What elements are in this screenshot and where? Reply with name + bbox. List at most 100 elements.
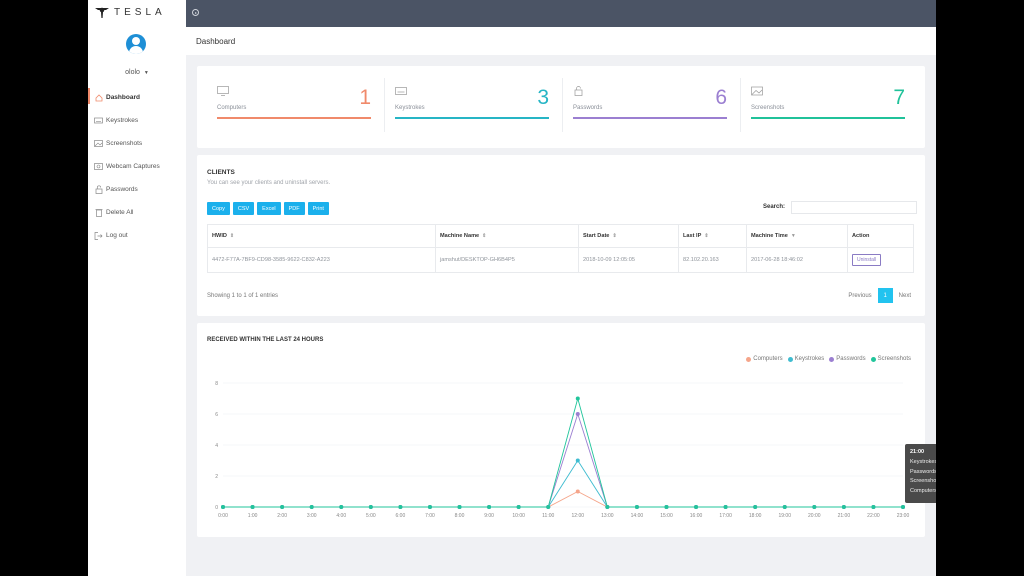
data-point-screenshots [309,505,314,509]
x-tick-label: 16:00 [690,513,703,519]
line-chart[interactable]: 0 2 4 6 8 0:00 1:00 2:00 3:00 4:00 5:00 6:00 7:00 8:0… [197,373,925,537]
sidebar-item-label: Keystrokes [106,117,139,124]
logout-icon [94,231,103,240]
legend-screenshots[interactable]: Screenshots [870,356,911,362]
data-point-keystrokes [575,458,580,463]
data-point-screenshots [487,505,492,509]
legend-passwords[interactable]: Passwords [829,356,866,362]
next-page-button[interactable]: Next [898,292,911,299]
excel-button[interactable]: Excel [257,202,281,215]
col-machine-name[interactable]: Machine Name ⇕ [435,224,579,248]
stat-computers: Computers 1 [217,86,371,122]
sidebar-item-webcam-captures[interactable]: Webcam Captures [88,155,186,178]
sidebar-item-label: Webcam Captures [106,163,160,170]
copy-button[interactable]: Copy [207,202,230,215]
sidebar-item-screenshots[interactable]: Screenshots [88,132,186,155]
legend-computers[interactable]: Computers [746,356,783,362]
image-icon [94,139,103,148]
data-point-screenshots [221,505,225,509]
legend-keystrokes[interactable]: Keystrokes [787,356,824,362]
activity-chart-card: RECEIVED WITHIN THE LAST 24 HOURS Comput… [197,323,936,537]
data-point-screenshots [753,505,758,509]
brand-name: TESLA [114,6,166,18]
stat-bar [395,117,549,119]
prev-page-button[interactable]: Previous [848,292,872,299]
stat-screenshots: Screenshots 7 [751,86,905,122]
brand[interactable]: TESLA [94,5,166,19]
data-point-screenshots [634,505,639,509]
x-tick-label: 8:00 [455,513,465,519]
search-input[interactable] [791,201,917,214]
lock-icon [573,86,585,96]
data-point-screenshots [546,505,551,509]
x-tick-label: 12:00 [572,513,585,519]
col-machine-time[interactable]: Machine Time ▼ [746,224,848,248]
chart-tooltip: 21:00 Keystrokes: 0 Passwords: 0 Screens… [905,444,936,503]
x-tick-label: 6:00 [396,513,406,519]
sidebar-menu: Dashboard Keystrokes Screenshots Webcam … [88,86,186,247]
x-tick-label: 7:00 [425,513,435,519]
csv-button[interactable]: CSV [232,202,255,215]
stat-bar [751,117,905,119]
data-point-screenshots [901,505,905,509]
keyboard-icon [395,86,407,96]
stat-label: Screenshots [751,105,785,111]
x-tick-label: 2:00 [277,513,287,519]
tooltip-line: Screenshots: 0 [910,478,936,485]
sidebar-item-log-out[interactable]: Log out [88,224,186,247]
stat-keystrokes: Keystrokes 3 [395,86,549,122]
avatar[interactable] [126,34,146,54]
data-point-screenshots [516,505,521,509]
x-tick-label: 14:00 [631,513,644,519]
x-tick-label: 5:00 [366,513,376,519]
export-buttons: Copy CSV Excel PDF Print [207,202,329,215]
clients-card: CLIENTS You can see your clients and uni… [197,155,925,316]
sidebar-item-keystrokes[interactable]: Keystrokes [88,109,186,132]
tesla-logo-icon [95,7,109,18]
user-menu[interactable]: ololo ▼ [88,69,186,76]
data-point-screenshots [457,505,462,509]
x-tick-label: 18:00 [749,513,762,519]
cell-hwid: 4472-F77A-7BF9-CD98-3585-9622-C832-A223 [207,247,436,273]
sidebar-item-dashboard[interactable]: Dashboard [88,86,186,109]
sort-icon: ⇕ [229,233,235,239]
tooltip-line: Passwords: 0 [910,468,936,475]
toggle-sidebar-icon[interactable] [192,9,199,16]
lock-icon [94,185,103,194]
sort-icon: ⇕ [482,233,487,239]
sidebar-item-label: Screenshots [106,140,143,147]
stats-card: Computers 1 Keystrokes 3 Passwords 6 [197,66,925,148]
data-point-screenshots [664,505,669,509]
data-point-screenshots [280,505,285,509]
data-point-screenshots [368,505,373,509]
chart-legend: Computers Keystrokes Passwords Screensho… [746,356,911,362]
page-1-button[interactable]: 1 [877,288,893,303]
sidebar-item-delete-all[interactable]: Delete All [88,201,186,224]
col-last-ip[interactable]: Last IP ⇕ [678,224,747,248]
page-header: Dashboard [186,27,936,55]
x-tick-label: 19:00 [778,513,791,519]
uninstall-button[interactable]: Uninstall [852,254,882,266]
stat-value: 6 [715,86,727,109]
y-tick-label: 4 [215,443,218,449]
col-start-date[interactable]: Start Date ⇕ [578,224,679,248]
x-tick-label: 0:00 [218,513,228,519]
stat-label: Keystrokes [395,105,425,111]
sort-icon: ⇕ [704,233,709,239]
table-header-row: HWID ⇕ Machine Name ⇕ Start Date ⇕ Last IP ⇕… [207,224,914,248]
col-hwid[interactable]: HWID ⇕ [207,224,436,248]
sidebar-item-label: Delete All [106,209,134,216]
x-tick-label: 13:00 [601,513,614,519]
data-point-screenshots [398,505,403,509]
app-window: TESLA ololo ▼ Dashboard Keystrokes [88,0,936,576]
chart-title: RECEIVED WITHIN THE LAST 24 HOURS [207,337,324,343]
x-tick-label: 17:00 [719,513,732,519]
table-row: 4472-F77A-7BF9-CD98-3585-9622-C832-A223 … [207,247,914,273]
print-button[interactable]: Print [307,202,329,215]
tooltip-title: 21:00 [910,449,925,455]
stat-value: 1 [359,86,371,109]
sidebar-item-passwords[interactable]: Passwords [88,178,186,201]
pdf-button[interactable]: PDF [283,202,305,215]
data-point-screenshots [723,505,728,509]
keyboard-icon [94,116,103,125]
